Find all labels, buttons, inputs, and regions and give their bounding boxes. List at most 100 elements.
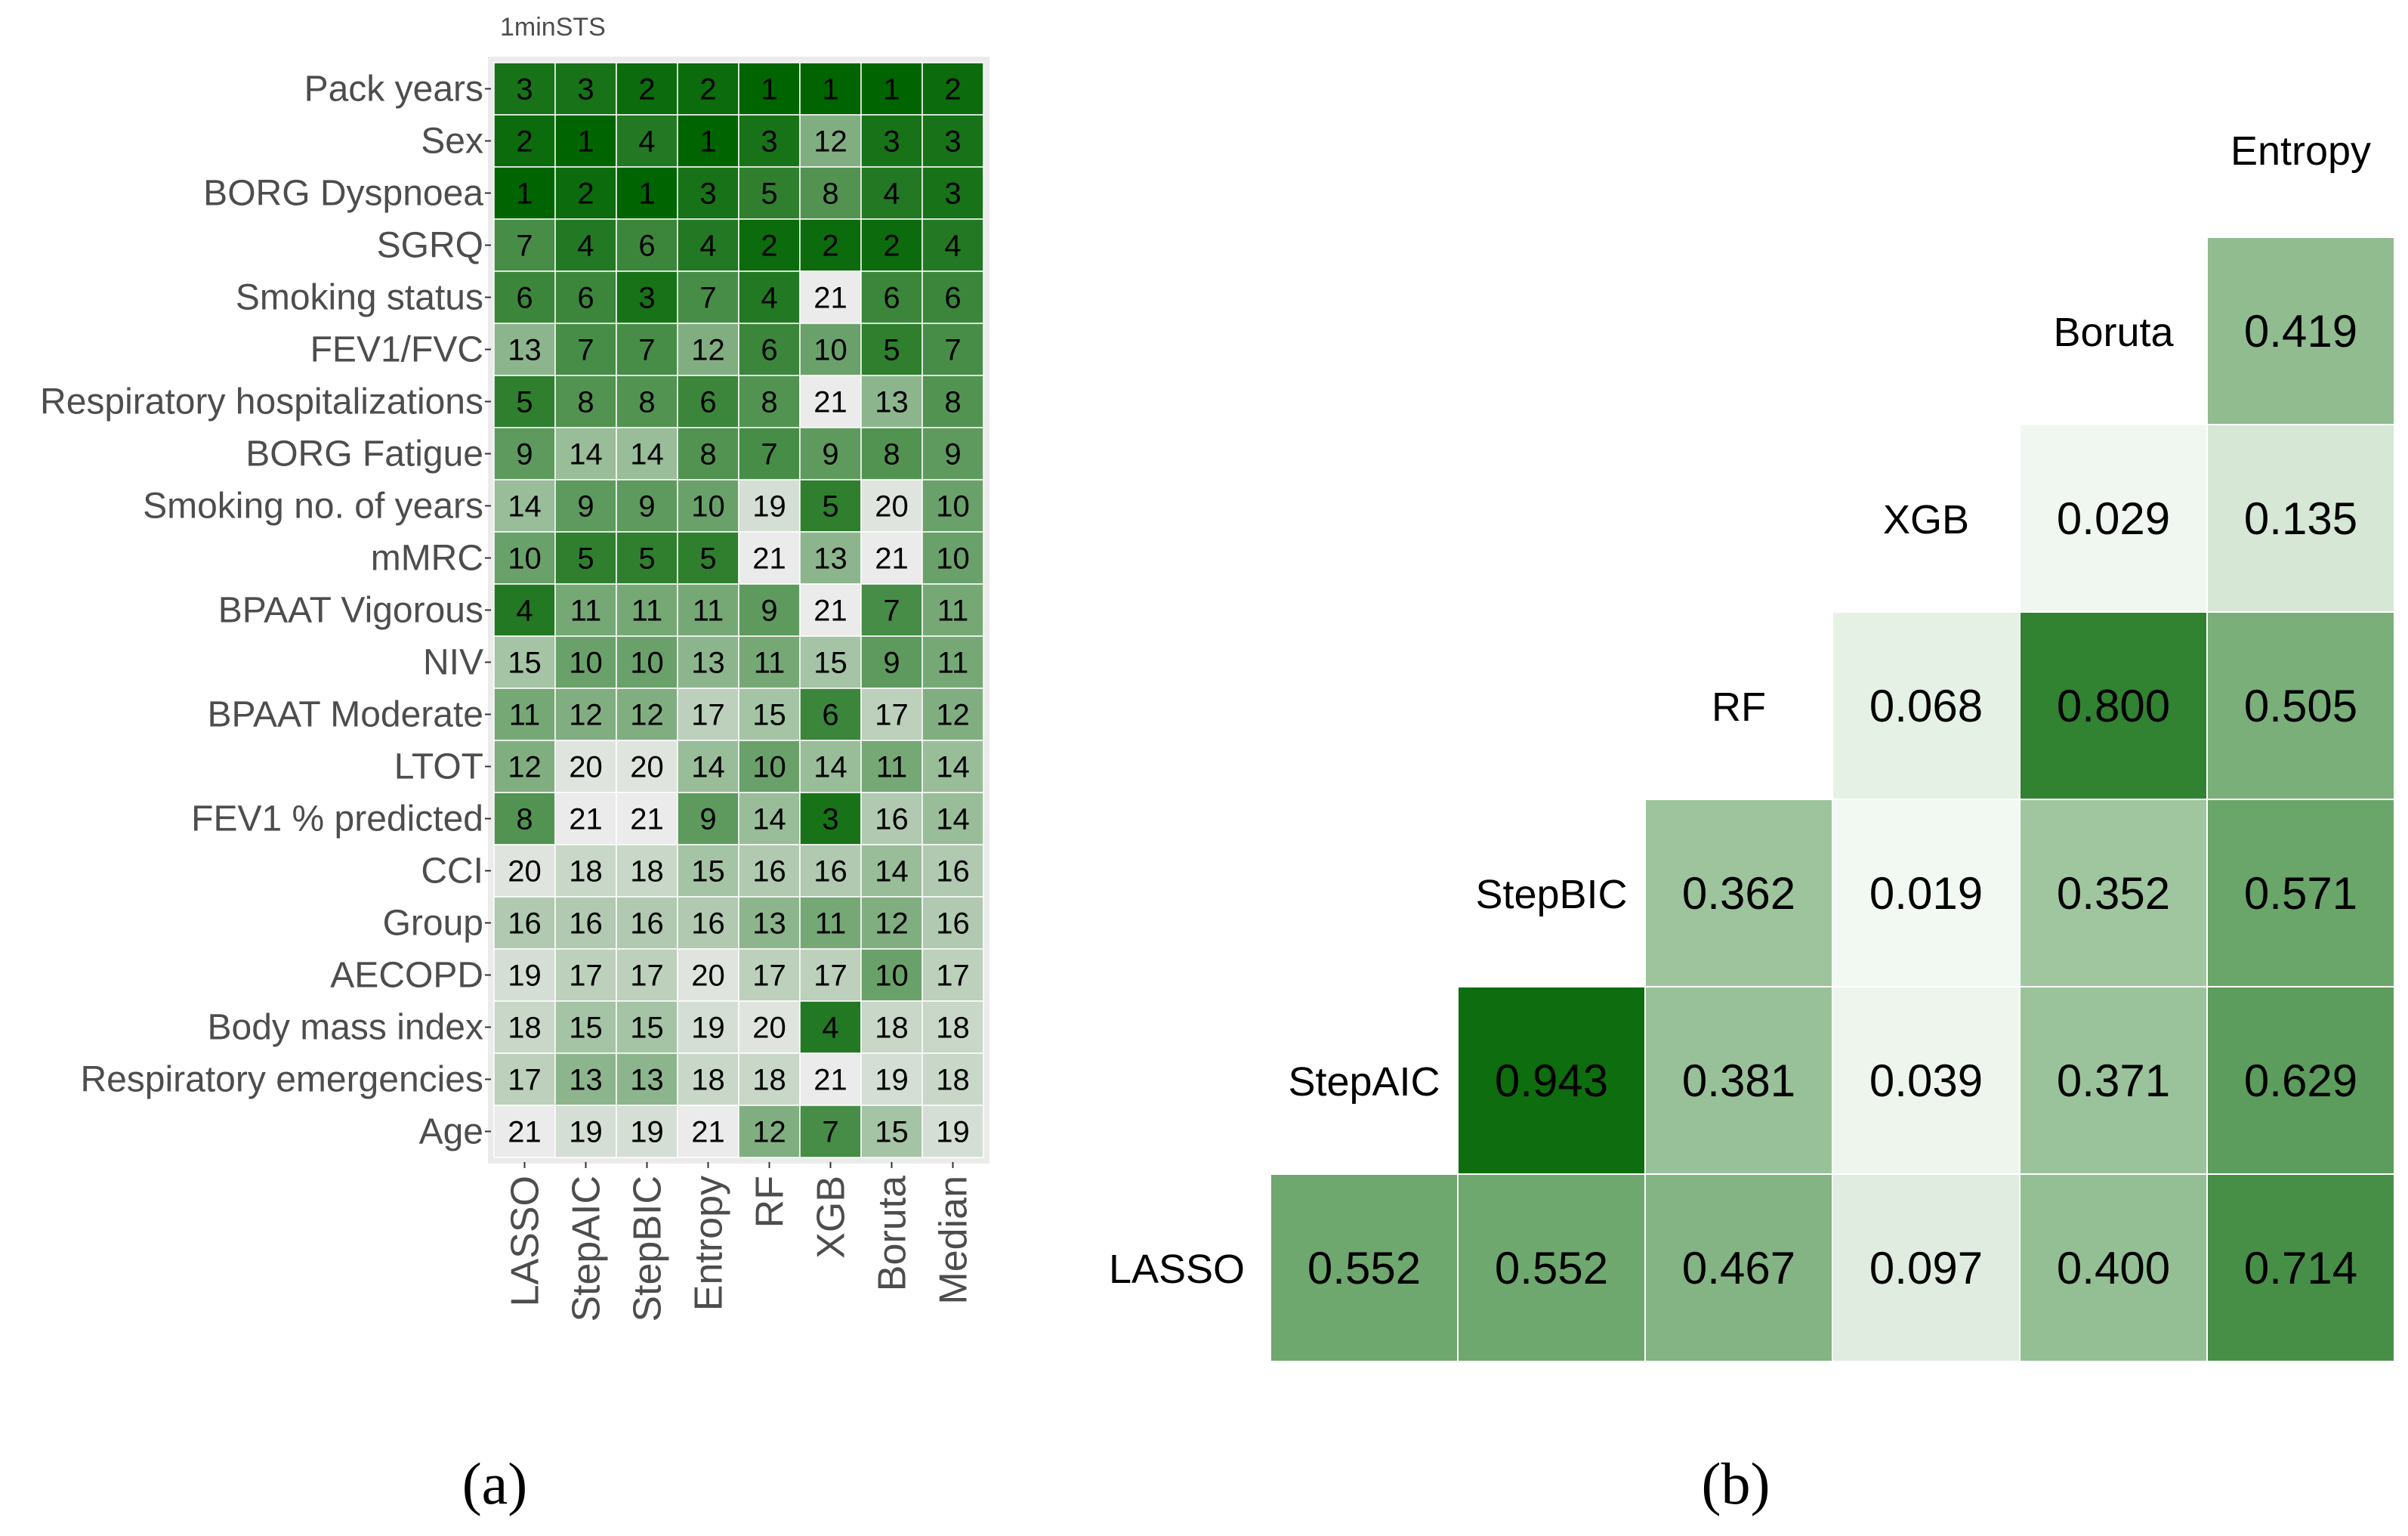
agreement-value: 0.352 xyxy=(2057,868,2170,919)
column-label: LASSO xyxy=(504,1176,548,1306)
rank-cell xyxy=(677,1000,739,1054)
panel-a-caption: (a) xyxy=(462,1451,528,1516)
rank-cell-value: 17 xyxy=(813,960,847,993)
rank-cell-value: 15 xyxy=(630,1012,664,1045)
rank-cell-value: 8 xyxy=(516,803,533,836)
method-label: RF xyxy=(1712,685,1766,730)
row-label: Pack years xyxy=(304,70,483,110)
rank-cell-value: 15 xyxy=(691,855,725,889)
rank-cell xyxy=(677,1105,739,1158)
method-label: Entropy xyxy=(2230,128,2371,174)
rank-cell-value: 20 xyxy=(752,1012,786,1045)
rank-cell xyxy=(677,375,739,428)
agreement-cell xyxy=(1457,1173,1646,1362)
rank-cell xyxy=(799,1052,862,1106)
rank-cell xyxy=(799,218,862,272)
rank-cell-value: 14 xyxy=(752,803,786,836)
row-label: NIV xyxy=(423,643,483,683)
rank-cell-value: 18 xyxy=(936,1064,970,1097)
rank-cell-value: 7 xyxy=(944,334,961,367)
rank-cell-value: 3 xyxy=(761,125,777,159)
rank-cell xyxy=(616,62,678,116)
row-label: Smoking status xyxy=(236,278,483,318)
rank-cell-value: 12 xyxy=(691,334,725,367)
rank-cell xyxy=(493,62,556,116)
rank-cell-value: 16 xyxy=(691,907,725,941)
rank-cell-value: 5 xyxy=(516,386,533,419)
rank-cell-value: 6 xyxy=(883,282,900,315)
rank-cell xyxy=(799,635,862,689)
rank-cell-value: 11 xyxy=(937,647,969,680)
rank-cell-value: 21 xyxy=(813,386,847,419)
rank-cell-value: 3 xyxy=(699,178,716,211)
rank-cell-value: 17 xyxy=(875,699,909,732)
row-label: LTOT xyxy=(394,747,483,787)
rank-cell-value: 16 xyxy=(508,907,542,941)
rank-cell xyxy=(799,427,862,481)
rank-cell-value: 8 xyxy=(577,386,594,419)
rank-cell-value: 2 xyxy=(638,73,655,107)
rank-cell-value: 5 xyxy=(883,334,900,367)
rank-cell xyxy=(554,1052,617,1106)
rank-cell-value: 6 xyxy=(944,282,961,315)
agreement-value: 0.029 xyxy=(2057,493,2170,544)
rank-cell xyxy=(922,948,984,1002)
rank-cell xyxy=(860,166,923,220)
rank-cell xyxy=(493,792,556,845)
rank-cell-value: 9 xyxy=(516,438,533,471)
method-label: Boruta xyxy=(2053,310,2174,355)
rank-cell-value: 13 xyxy=(630,1064,664,1097)
rank-cell xyxy=(922,1052,984,1106)
rank-cell xyxy=(922,323,984,376)
rank-cell-value: 14 xyxy=(936,751,970,784)
rank-cell xyxy=(738,740,801,793)
rank-cell xyxy=(493,583,556,637)
rank-cell-value: 14 xyxy=(630,438,664,471)
rank-cell xyxy=(860,427,923,481)
rank-cell-value: 8 xyxy=(699,438,716,471)
agreement-cell xyxy=(2019,799,2208,987)
rank-cell-value: 16 xyxy=(936,855,970,889)
rank-cell-value: 20 xyxy=(875,490,909,524)
agreement-cells: 0.552 0.552 0.467 0.097 0.400 0.714 0.943 0.381… xyxy=(1270,236,2395,1362)
rank-cell-value: 13 xyxy=(569,1064,603,1097)
row-label: Respiratory hospitalizations xyxy=(40,382,483,422)
rank-cell xyxy=(616,166,678,220)
rank-cell-value: 6 xyxy=(516,282,533,315)
rank-cell-value: 11 xyxy=(631,595,663,628)
row-labels: Pack years Sex BORG Dyspnoea SGRQ Smoking st… xyxy=(40,70,491,1152)
rank-cell-value: 10 xyxy=(691,490,725,524)
row-label: mMRC xyxy=(371,539,483,579)
rank-cell-value: 21 xyxy=(508,1116,542,1149)
panel-a-rank-heatmap: 1minSTS 3 3 2 2 1 1 1 22 1 4 1 3 12 3 31 2 1 3 5 8 4 37 4 6 4 2 2 2… xyxy=(40,13,989,1322)
rank-cell-value: 13 xyxy=(508,334,542,367)
rank-cell xyxy=(493,1052,556,1106)
rank-cell xyxy=(738,114,801,168)
rank-cell-value: 10 xyxy=(936,490,970,524)
agreement-value: 0.629 xyxy=(2244,1055,2357,1106)
rank-cell-value: 3 xyxy=(577,73,594,107)
agreement-cell xyxy=(1644,986,1833,1175)
rank-cell xyxy=(493,114,556,168)
row-label: BPAAT Vigorous xyxy=(218,591,483,631)
rank-cell-value: 1 xyxy=(761,73,777,107)
rank-cell-value: 9 xyxy=(577,490,594,524)
rank-cell-value: 7 xyxy=(761,438,777,471)
rank-cell-value: 10 xyxy=(936,542,970,576)
rank-cell-value: 2 xyxy=(883,230,900,263)
rank-cell-value: 7 xyxy=(577,334,594,367)
rank-cell-value: 5 xyxy=(699,542,716,576)
rank-cell xyxy=(677,479,739,533)
rank-cell-value: 20 xyxy=(508,855,542,889)
rank-cell-value: 6 xyxy=(577,282,594,315)
rank-cell-value: 21 xyxy=(691,1116,725,1149)
row-label: FEV1/FVC xyxy=(310,330,483,370)
rank-cell xyxy=(677,635,739,689)
row-label: BORG Dyspnoea xyxy=(203,174,483,214)
agreement-value: 0.552 xyxy=(1495,1243,1608,1293)
rank-cell-value: 21 xyxy=(813,1064,847,1097)
agreement-cell xyxy=(2019,611,2208,800)
rank-cell-value: 4 xyxy=(516,595,533,628)
rank-cell xyxy=(738,635,801,689)
